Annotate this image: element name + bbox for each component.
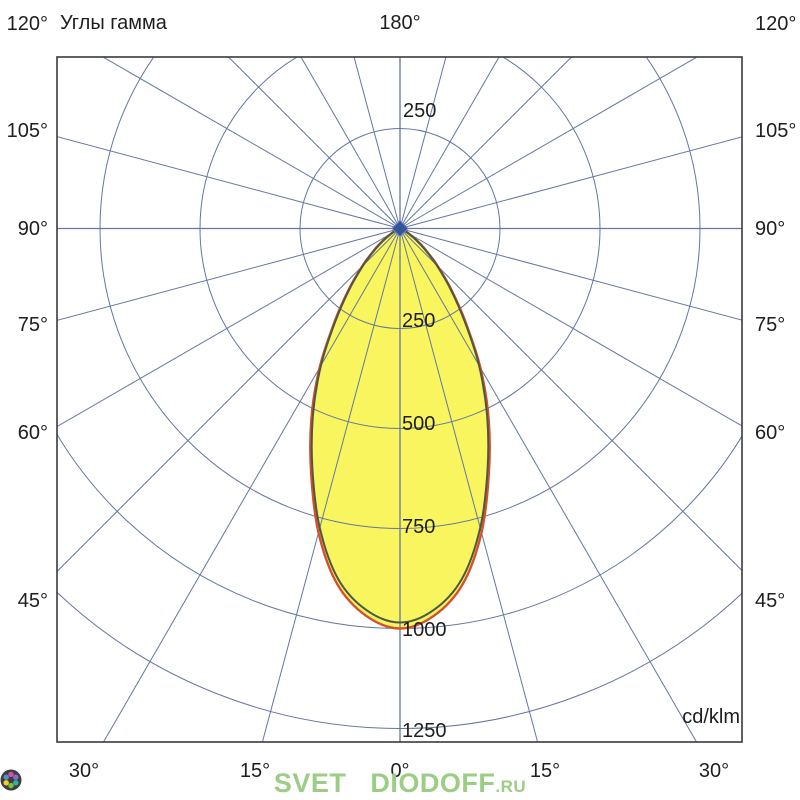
radial-tick-250: 250 — [402, 310, 435, 332]
grid-ray-105 — [399, 136, 742, 229]
watermark-logo-icon — [0, 769, 369, 794]
radial-tick-above-250: 250 — [403, 100, 436, 122]
grid-ray-75 — [399, 228, 742, 321]
grid-circle-1250 — [57, 591, 742, 729]
grid-ray-60 — [399, 228, 742, 427]
gamma-label-right-105: 105° — [755, 120, 796, 142]
gamma-label-bottom-2: 0° — [390, 760, 409, 782]
grid-ray-315 — [57, 228, 401, 573]
watermark-tld: .RU — [495, 777, 527, 796]
logo-dot-5 — [13, 774, 19, 780]
grid-ray-165 — [399, 57, 447, 229]
grid-circle-250 — [299, 128, 501, 329]
radial-tick-750: 750 — [402, 516, 435, 538]
grid-ray-120 — [399, 57, 699, 229]
grid-ray-300 — [57, 228, 401, 428]
gamma-label-left-45: 45° — [18, 590, 48, 612]
grid-ray-135 — [399, 57, 573, 229]
logo-dot-3 — [8, 782, 14, 789]
center-marker — [391, 219, 409, 238]
logo-dot-4 — [13, 780, 19, 786]
radial-tick-1000: 1000 — [402, 619, 447, 641]
intensity-curve-plane-C90-C270 — [310, 227, 490, 624]
gamma-label-bottom-4: 30° — [699, 760, 729, 782]
unit-label: cd/klm — [682, 706, 740, 728]
grid-ray-195 — [353, 57, 401, 229]
grid-ray-255 — [57, 136, 401, 229]
grid-ray-285 — [57, 228, 401, 321]
gamma-label-left-75: 75° — [18, 314, 48, 336]
gamma-label-right-120: 120° — [755, 13, 796, 35]
logo-dot-0 — [8, 771, 14, 778]
gamma-label-right-45: 45° — [755, 590, 785, 612]
watermark-text-left: SVET — [273, 768, 347, 798]
grid-circle-500 — [199, 57, 601, 429]
gamma-label-left-60: 60° — [18, 422, 48, 444]
grid-ray-345 — [261, 228, 401, 742]
gamma-label-right-60: 60° — [755, 422, 785, 444]
grid-ray-210 — [300, 57, 401, 229]
radial-tick-1250: 1250 — [402, 720, 447, 742]
watermark-text-right: DIODOFF — [370, 768, 496, 798]
grid-circle-750 — [99, 57, 701, 529]
gamma-label-right-75: 75° — [755, 314, 785, 336]
logo-dot-1 — [3, 774, 9, 780]
gamma-label-left-90: 90° — [18, 218, 48, 240]
gamma-label-left-105: 105° — [7, 120, 48, 142]
grid-ray-240 — [101, 57, 401, 229]
gamma-180-label: 180° — [379, 12, 421, 34]
gamma-label-right-90: 90° — [755, 218, 785, 240]
logo-dot-2 — [3, 780, 9, 786]
gamma-label-left-120: 120° — [7, 13, 48, 35]
intensity-curves — [309, 227, 491, 630]
radial-tick-500: 500 — [402, 413, 435, 435]
grid-ray-15 — [399, 228, 539, 742]
grid-ray-45 — [399, 228, 742, 572]
grid-ray-225 — [227, 57, 401, 229]
watermark: SVET DIODOFF .RU — [0, 769, 800, 798]
grid-ray-150 — [399, 57, 500, 229]
gamma-label-bottom-0: 30° — [69, 760, 99, 782]
plot-frame — [56, 56, 743, 743]
gamma-label-bottom-1: 15° — [240, 760, 270, 782]
gamma-label-bottom-3: 15° — [530, 760, 560, 782]
chart-title: Углы гамма — [60, 12, 167, 34]
